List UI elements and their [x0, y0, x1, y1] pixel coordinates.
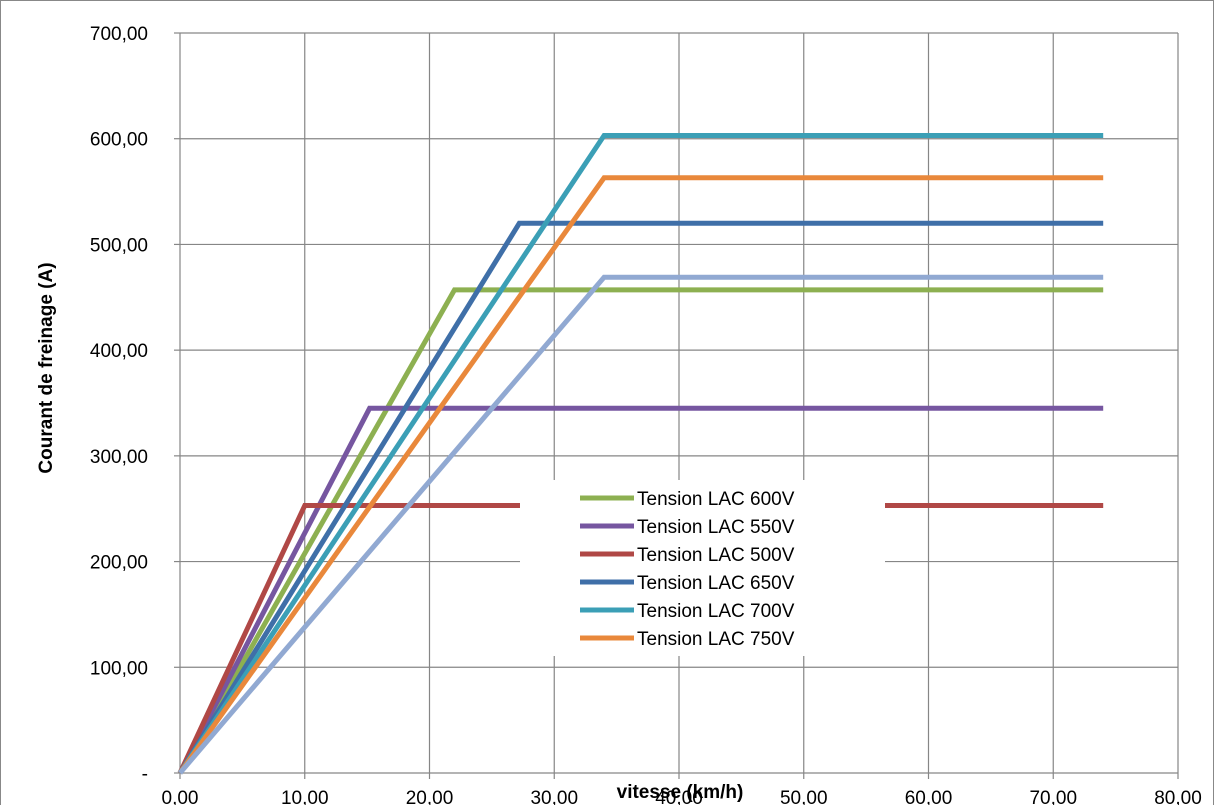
x-tick-label: 0,00	[162, 788, 199, 805]
y-tick-label: 700,00	[90, 24, 148, 45]
x-tick-label: 10,00	[281, 788, 329, 805]
legend-label: Tension LAC 700V	[637, 601, 795, 622]
x-tick-label: 50,00	[780, 788, 828, 805]
x-tick-label: 40,00	[655, 788, 703, 805]
y-tick-label: 600,00	[90, 130, 148, 151]
series-line-3	[177, 220, 1104, 775]
legend-background	[520, 480, 885, 656]
series-line-1	[177, 405, 1104, 775]
grid	[179, 32, 1179, 774]
series-line-5	[177, 175, 1104, 775]
x-axis-title: vitesse (km/h)	[617, 782, 744, 803]
series-line-4	[177, 133, 1104, 775]
legend-label: Tension LAC 750V	[637, 629, 795, 650]
legend-label: Tension LAC 550V	[637, 517, 795, 538]
legend-label: Tension LAC 650V	[637, 573, 795, 594]
y-tick-label: 200,00	[90, 553, 148, 574]
y-tick-label: 500,00	[90, 235, 148, 256]
legend-label: Tension LAC 500V	[637, 545, 795, 566]
x-tick-label: 70,00	[1029, 788, 1077, 805]
y-tick-label: 100,00	[90, 658, 148, 679]
x-tick-label: 30,00	[530, 788, 578, 805]
x-tick-label: 80,00	[1154, 788, 1202, 805]
y-tick-label: 300,00	[90, 447, 148, 468]
series-lines	[177, 133, 1104, 775]
axes: 0,00 10,00 20,00 30,00 40,00 50,00 60,00 70,00 8…	[90, 24, 1202, 809]
legend-label: Tension LAC 600V	[637, 489, 795, 510]
y-tick-label: 400,00	[90, 341, 148, 362]
y-axis-title: Courant de freinage (A)	[36, 262, 57, 473]
legend: Tension LAC 600V Tension LAC 550V Tension …	[520, 480, 885, 656]
x-tick-label: 60,00	[905, 788, 953, 805]
y-tick-label: -	[142, 764, 148, 785]
x-tick-label: 20,00	[406, 788, 454, 805]
series-line-6	[178, 274, 1104, 775]
series-line-0	[177, 287, 1104, 775]
